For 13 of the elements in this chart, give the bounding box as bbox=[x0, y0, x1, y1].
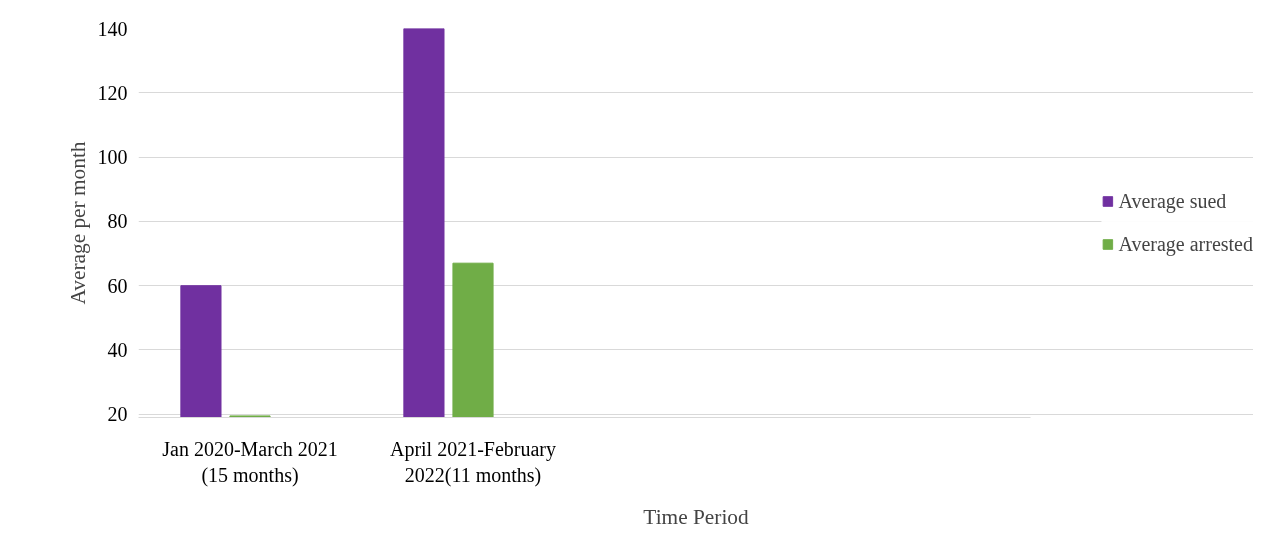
y-tick-label: 60 bbox=[107, 274, 128, 297]
y-tick-label: 120 bbox=[97, 81, 128, 104]
x-axis-title: Time Period bbox=[643, 504, 749, 529]
y-tick-label: 140 bbox=[97, 17, 128, 40]
x-tick-label: Jan 2020-March 2021 (15 months) bbox=[162, 437, 338, 487]
y-tick-label: 100 bbox=[97, 146, 128, 169]
y-tick-label: 80 bbox=[107, 210, 128, 233]
y-axis-title: Average per month bbox=[65, 141, 90, 305]
legend-label: Average arrested bbox=[1118, 232, 1253, 256]
legend-label: Average sued bbox=[1118, 189, 1227, 213]
x-tick-label: April 2021-February 2022(11 months) bbox=[389, 437, 557, 487]
y-tick-label: 40 bbox=[107, 338, 128, 361]
y-tick-label: 20 bbox=[107, 403, 128, 426]
